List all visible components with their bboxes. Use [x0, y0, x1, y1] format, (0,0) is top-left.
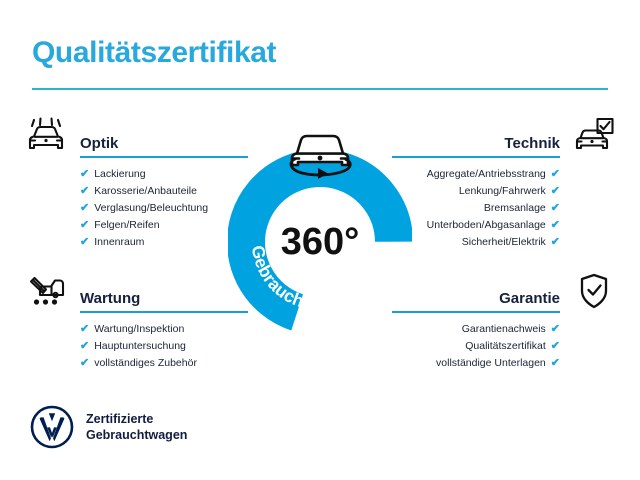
- section-header-garantie: Garantie: [384, 273, 616, 313]
- list-item: Aggregate/Antriebsstrang ✔: [384, 166, 560, 183]
- checklist-wartung: ✔ Wartung/Inspektion ✔ Hauptuntersuchung…: [24, 321, 256, 372]
- check-icon: ✔: [80, 202, 90, 214]
- footer-line-1: Zertifizierte: [86, 412, 154, 426]
- list-item: ✔ Innenraum: [80, 234, 256, 251]
- checklist-garantie: Garantienachweis ✔ Qualitätszertifikat ✔…: [384, 321, 616, 372]
- page-title: Qualitätszertifikat: [32, 36, 277, 69]
- section-title-garantie: Garantie: [499, 290, 560, 307]
- car-service-tool-icon: [24, 271, 68, 311]
- section-technik: Technik Aggregate/Antriebsstrang ✔ Lenku…: [384, 116, 616, 251]
- check-icon: ✔: [550, 357, 560, 369]
- list-item: Unterboden/Abgasanlage ✔: [384, 217, 560, 234]
- shield-check-icon: [572, 271, 616, 311]
- section-header-technik: Technik: [384, 116, 616, 158]
- list-item-label: Bremsanlage: [483, 202, 546, 214]
- section-header-optik: Optik: [24, 116, 256, 158]
- check-icon: ✔: [80, 323, 90, 335]
- list-item-label: Sicherheit/Elektrik: [461, 236, 546, 248]
- check-icon: ✔: [80, 219, 90, 231]
- section-title-wartung: Wartung: [80, 290, 141, 307]
- list-item: Sicherheit/Elektrik ✔: [384, 234, 560, 251]
- section-title-optik: Optik: [80, 135, 119, 152]
- list-item: Qualitätszertifikat ✔: [384, 338, 560, 355]
- section-underline-garantie: [392, 311, 560, 313]
- list-item-label: Innenraum: [94, 236, 145, 248]
- left-column: Optik ✔ Lackierung ✔ Karosserie/Anbautei…: [24, 116, 256, 388]
- check-icon: ✔: [550, 236, 560, 248]
- footer-line-2: Gebrauchtwagen: [86, 428, 188, 442]
- car-checkbox-icon: [572, 116, 616, 156]
- check-icon: ✔: [550, 168, 560, 180]
- list-item-label: Unterboden/Abgasanlage: [426, 219, 546, 231]
- checklist-technik: Aggregate/Antriebsstrang ✔ Lenkung/Fahrw…: [384, 166, 616, 251]
- list-item-label: Karosserie/Anbauteile: [94, 185, 197, 197]
- list-item: ✔ Karosserie/Anbauteile: [80, 183, 256, 200]
- section-garantie: Garantie Garantienachweis ✔ Qualitätszer…: [384, 273, 616, 372]
- list-item: ✔ Verglasung/Beleuchtung: [80, 200, 256, 217]
- section-header-wartung: Wartung: [24, 273, 256, 313]
- list-item-label: Felgen/Reifen: [94, 219, 160, 231]
- check-icon: ✔: [550, 219, 560, 231]
- check-icon: ✔: [550, 323, 560, 335]
- check-icon: ✔: [550, 185, 560, 197]
- list-item-label: Wartung/Inspektion: [94, 323, 185, 335]
- check-icon: ✔: [80, 185, 90, 197]
- list-item: ✔ Felgen/Reifen: [80, 217, 256, 234]
- check-icon: ✔: [80, 168, 90, 180]
- section-underline-wartung: [80, 311, 248, 313]
- list-item-label: Lenkung/Fahrwerk: [458, 185, 546, 197]
- list-item: Bremsanlage ✔: [384, 200, 560, 217]
- car-rotate-360-icon: [272, 118, 368, 180]
- footer-text: Zertifizierte Gebrauchtwagen: [86, 411, 187, 443]
- list-item-label: Lackierung: [94, 168, 146, 180]
- list-item-label: vollständiges Zubehör: [94, 357, 197, 369]
- list-item-label: vollständige Unterlagen: [436, 357, 546, 369]
- check-icon: ✔: [80, 236, 90, 248]
- list-item-label: Verglasung/Beleuchtung: [94, 202, 209, 214]
- section-title-technik: Technik: [504, 135, 560, 152]
- list-item-label: Garantienachweis: [461, 323, 546, 335]
- footer-brand: Zertifizierte Gebrauchtwagen: [30, 405, 187, 449]
- section-underline-technik: [392, 156, 560, 158]
- title-divider: [32, 88, 608, 90]
- section-wartung: Wartung ✔ Wartung/Inspektion ✔ Hauptunte…: [24, 273, 256, 372]
- check-icon: ✔: [550, 202, 560, 214]
- car-shine-icon: [24, 116, 68, 156]
- list-item: ✔ Wartung/Inspektion: [80, 321, 256, 338]
- list-item-label: Aggregate/Antriebsstrang: [426, 168, 546, 180]
- right-column: Technik Aggregate/Antriebsstrang ✔ Lenku…: [384, 116, 616, 388]
- check-icon: ✔: [550, 340, 560, 352]
- list-item: Garantienachweis ✔: [384, 321, 560, 338]
- checklist-optik: ✔ Lackierung ✔ Karosserie/Anbauteile ✔ V…: [24, 166, 256, 251]
- check-icon: ✔: [80, 357, 90, 369]
- list-item: ✔ Lackierung: [80, 166, 256, 183]
- list-item: ✔ Hauptuntersuchung: [80, 338, 256, 355]
- section-optik: Optik ✔ Lackierung ✔ Karosserie/Anbautei…: [24, 116, 256, 251]
- list-item: ✔ vollständiges Zubehör: [80, 355, 256, 372]
- volkswagen-logo: [30, 405, 74, 449]
- check-icon: ✔: [80, 340, 90, 352]
- list-item-label: Qualitätszertifikat: [465, 340, 546, 352]
- badge-degrees-text: 360°: [281, 221, 360, 263]
- list-item-label: Hauptuntersuchung: [94, 340, 186, 352]
- section-underline-optik: [80, 156, 248, 158]
- list-item: vollständige Unterlagen ✔: [384, 355, 560, 372]
- list-item: Lenkung/Fahrwerk ✔: [384, 183, 560, 200]
